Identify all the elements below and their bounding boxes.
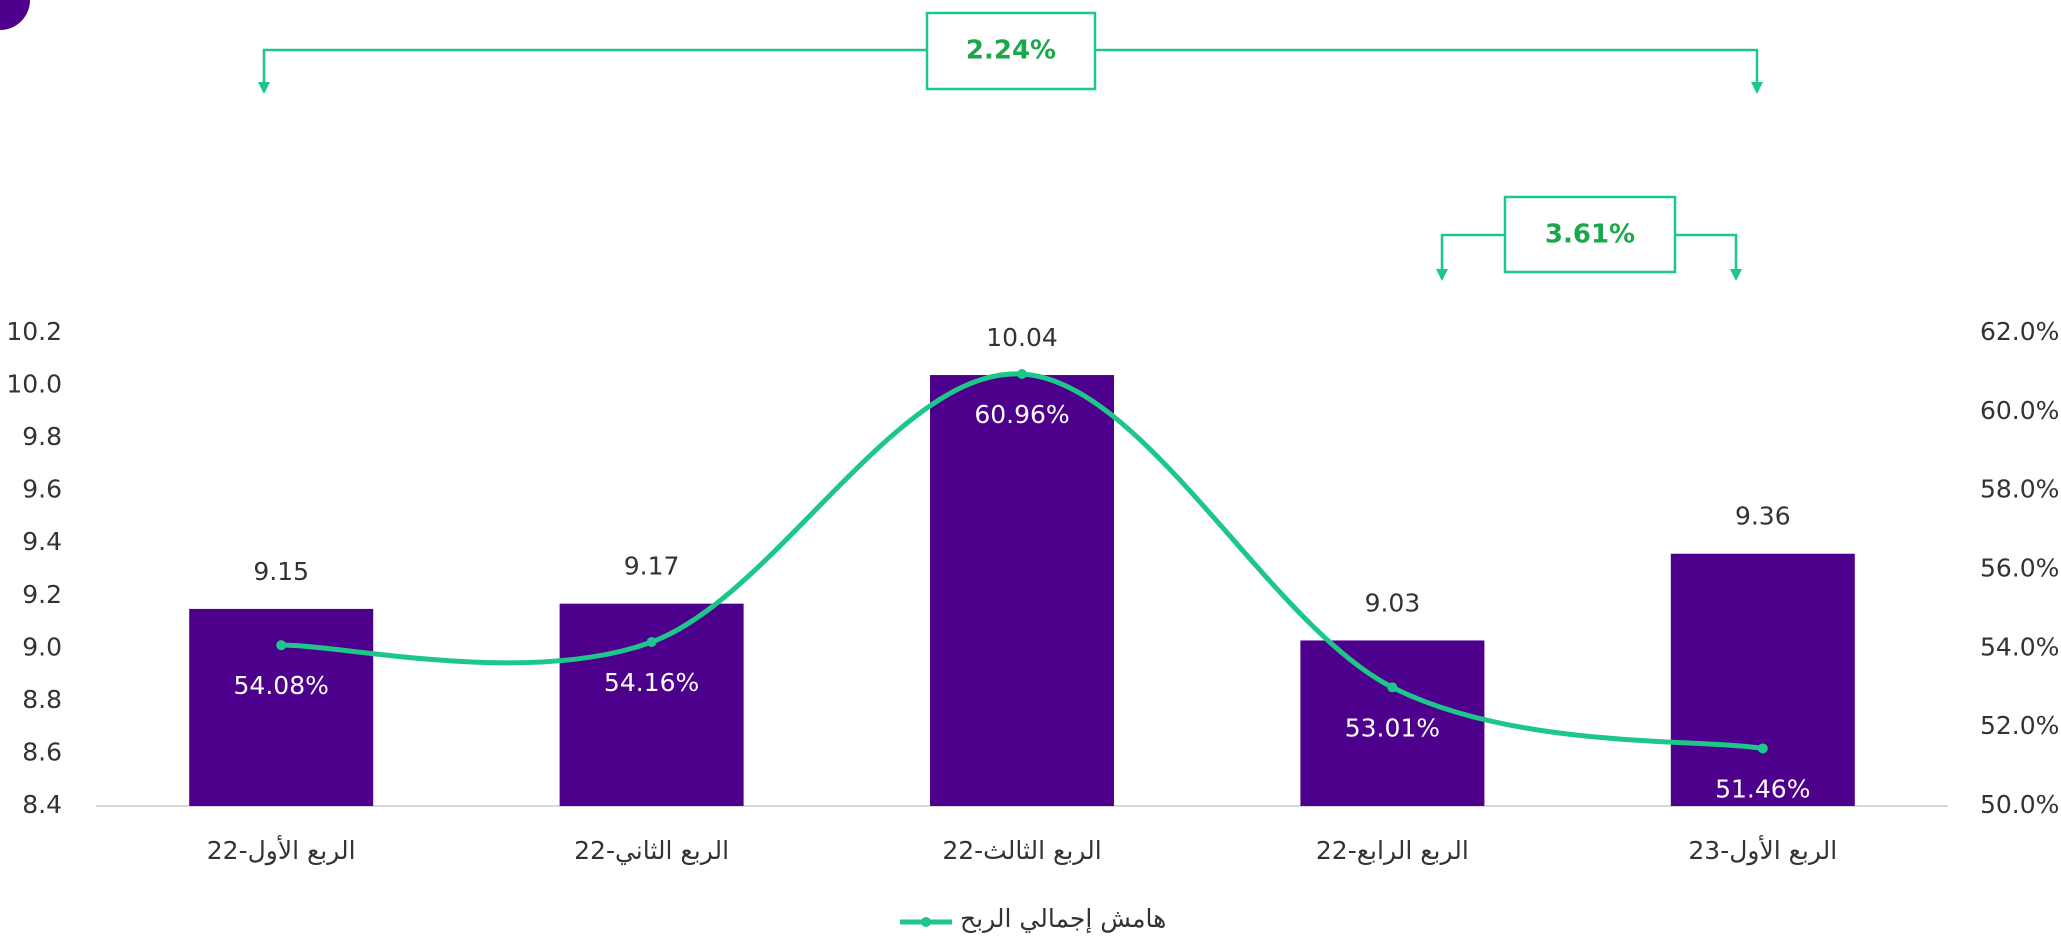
legend-label: هامش إجمالي الربح [960, 904, 1166, 934]
line-value-label: 53.01% [1345, 713, 1440, 742]
arrow [1730, 269, 1742, 281]
y-tick-label: 8.8 [22, 685, 62, 714]
y-tick-label: 9.2 [22, 580, 62, 609]
line-value-label: 54.08% [234, 671, 329, 700]
bar-value-label: 10.04 [986, 323, 1058, 352]
bracket-1 [262, 11, 1759, 92]
bar-value-label: 9.17 [624, 552, 680, 581]
bracket-2 [1440, 195, 1738, 279]
y-tick-label: 9.8 [22, 422, 62, 451]
y2-tick-label: 58.0% [1980, 475, 2059, 504]
y2-tick-label: 56.0% [1980, 554, 2059, 583]
line-value-label: 60.96% [974, 400, 1069, 429]
y2-tick-label: 50.0% [1980, 790, 2059, 819]
y-tick-label: 10.2 [6, 317, 62, 346]
bar-value-label: 9.15 [253, 557, 309, 586]
corner-badge [0, 0, 30, 30]
line-point [1387, 682, 1398, 693]
annotation: 3.61% [1545, 220, 1635, 250]
bar [930, 375, 1114, 806]
y2-tick-label: 54.0% [1980, 632, 2059, 661]
y-tick-label: 8.4 [22, 790, 62, 819]
line-value-label: 54.16% [604, 668, 699, 697]
y-tick-label: 9.6 [22, 475, 62, 504]
line-point [1757, 743, 1768, 754]
y2-tick-label: 60.0% [1980, 396, 2059, 425]
annotation: 2.24% [966, 36, 1056, 66]
x-tick-label: الربع الثاني-22 [574, 836, 729, 866]
line-point [276, 640, 287, 651]
bar [559, 603, 744, 806]
arrow [1436, 269, 1448, 281]
bar [1670, 553, 1855, 806]
y-tick-label: 9.0 [22, 632, 62, 661]
legend-swatch-dot [921, 917, 931, 927]
line-value-label: 51.46% [1715, 774, 1810, 803]
bar-value-label: 9.36 [1735, 502, 1791, 531]
line-point [646, 637, 657, 648]
y-tick-label: 8.6 [22, 737, 62, 766]
arrow [258, 82, 270, 94]
x-tick-label: الربع الثالث-22 [942, 836, 1101, 866]
bar [189, 608, 374, 806]
y2-tick-label: 52.0% [1980, 711, 2059, 740]
bar-value-label: 9.03 [1365, 588, 1421, 617]
line-point [1017, 368, 1027, 379]
arrow [1751, 82, 1763, 94]
y-tick-label: 9.4 [22, 527, 62, 556]
x-tick-label: الربع الأول-23 [1688, 834, 1837, 866]
y2-tick-label: 62.0% [1980, 317, 2059, 346]
x-tick-label: الربع الرابع-22 [1316, 836, 1469, 866]
bar [1300, 640, 1485, 806]
x-tick-label: الربع الأول-22 [207, 834, 356, 866]
y-tick-label: 10.0 [6, 370, 62, 399]
